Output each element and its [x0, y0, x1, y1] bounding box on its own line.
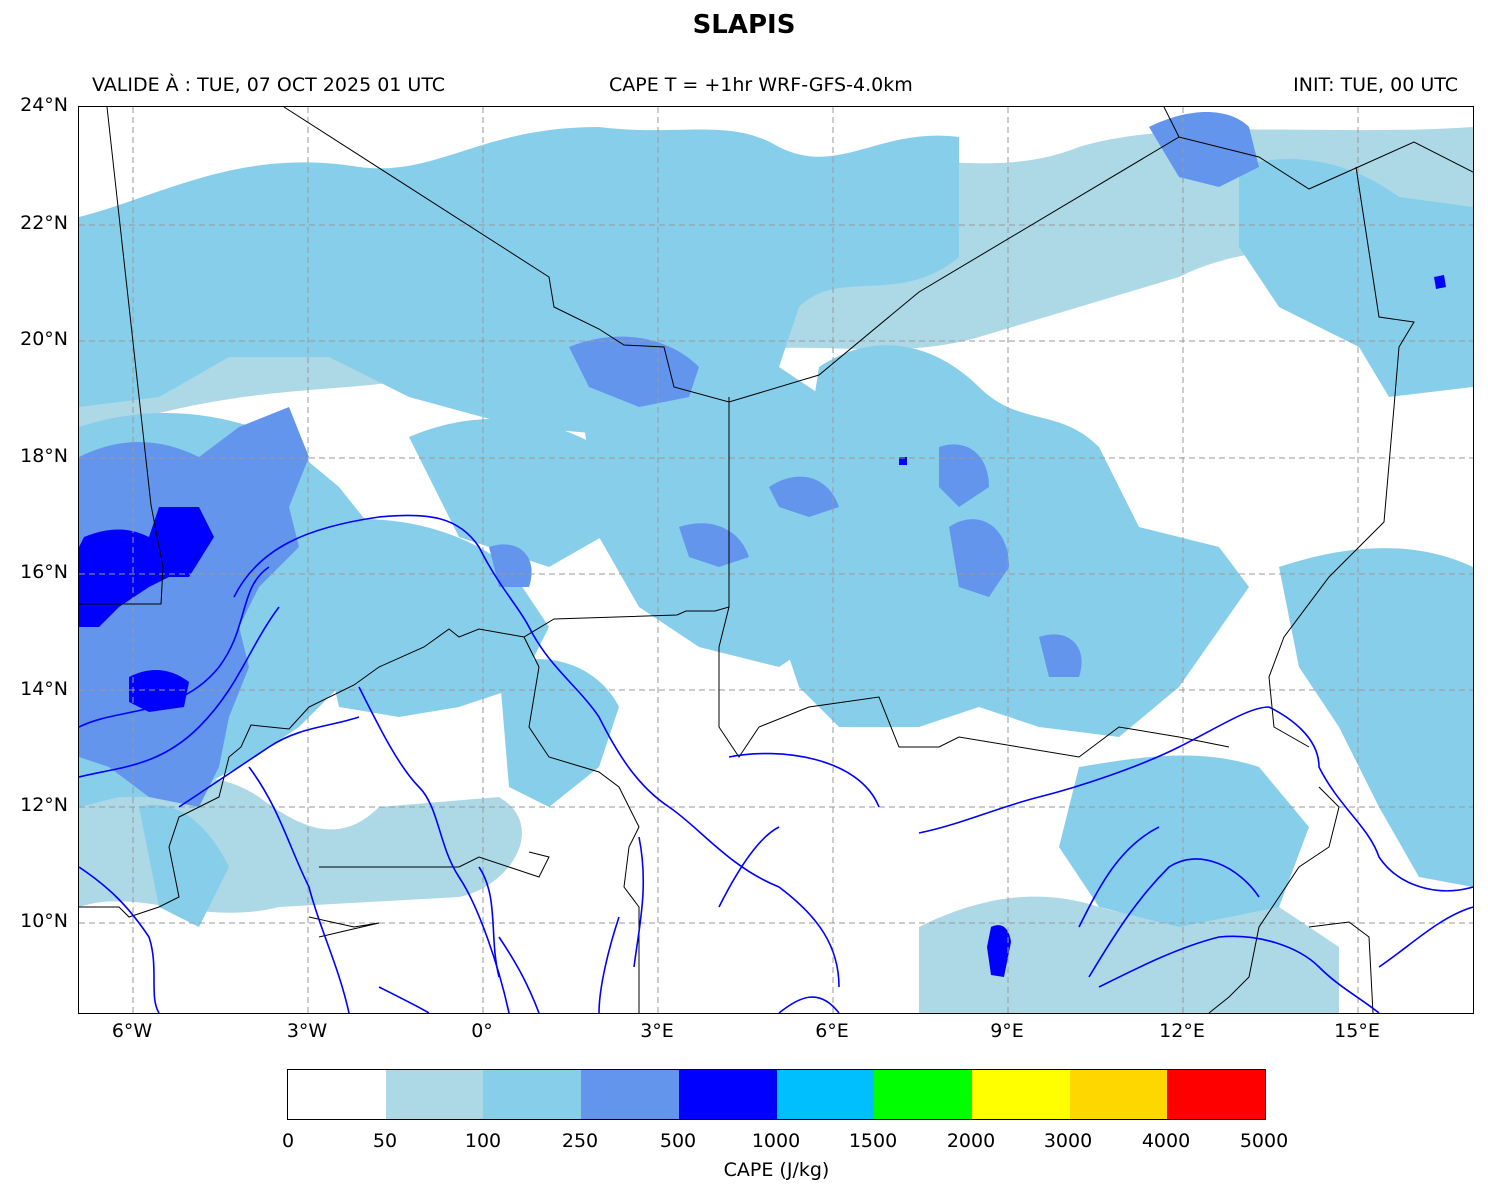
cape-field-250-500: [79, 112, 1259, 807]
country-borders: [79, 107, 1473, 1013]
lat-label: 22°N: [20, 212, 68, 234]
lat-label: 20°N: [20, 328, 68, 350]
lat-label: 16°N: [20, 561, 68, 583]
lat-label: 10°N: [20, 910, 68, 932]
colorbar-segment: [483, 1070, 582, 1119]
colorbar: [287, 1069, 1266, 1120]
colorbar-tick: 3000: [1043, 1130, 1093, 1152]
colorbar-tick: 250: [561, 1130, 599, 1152]
colorbar-tick: 1000: [751, 1130, 801, 1152]
colorbar-segment: [288, 1070, 386, 1119]
colorbar-segment: [971, 1070, 1070, 1119]
lon-label: 6°E: [815, 1020, 849, 1042]
lon-label: 0°: [471, 1020, 493, 1042]
colorbar-tick: 500: [659, 1130, 697, 1152]
colorbar-tick: 1500: [848, 1130, 898, 1152]
lon-label: 15°E: [1334, 1020, 1380, 1042]
cape-map: [78, 106, 1474, 1014]
lat-label: 18°N: [20, 445, 68, 467]
colorbar-segment: [1069, 1070, 1168, 1119]
colorbar-segment: [581, 1070, 679, 1119]
colorbar-segment: [385, 1070, 484, 1119]
lon-label: 6°W: [111, 1020, 153, 1042]
colorbar-tick: 5000: [1239, 1130, 1289, 1152]
colorbar-tick: 2000: [946, 1130, 996, 1152]
colorbar-label: CAPE (J/kg): [723, 1159, 830, 1181]
colorbar-segment: [874, 1070, 972, 1119]
colorbar-segment: [776, 1070, 875, 1119]
cape-field-500-1000: [79, 275, 1446, 977]
valid-time: VALIDE À : TUE, 07 OCT 2025 01 UTC: [92, 74, 446, 96]
cape-field-100-250: [79, 127, 1473, 927]
lat-label: 14°N: [20, 678, 68, 700]
product-label: CAPE T = +1hr WRF-GFS-4.0km: [609, 74, 913, 96]
colorbar-tick: 50: [372, 1130, 398, 1152]
colorbar-segment: [1167, 1070, 1266, 1119]
graticule: [79, 107, 1473, 1013]
map-title: SLAPIS: [692, 10, 796, 40]
lat-label: 24°N: [20, 94, 68, 116]
colorbar-tick: 100: [464, 1130, 502, 1152]
init-time: INIT: TUE, 00 UTC: [1293, 74, 1458, 96]
lon-label: 9°E: [990, 1020, 1024, 1042]
colorbar-tick: 4000: [1141, 1130, 1191, 1152]
colorbar-tick: 0: [281, 1130, 295, 1152]
colorbar-segment: [678, 1070, 777, 1119]
lon-label: 3°W: [286, 1020, 328, 1042]
rivers: [79, 514, 1473, 1013]
lon-label: 12°E: [1159, 1020, 1205, 1042]
map-canvas: [79, 107, 1473, 1013]
lat-label: 12°N: [20, 794, 68, 816]
lon-label: 3°E: [640, 1020, 674, 1042]
